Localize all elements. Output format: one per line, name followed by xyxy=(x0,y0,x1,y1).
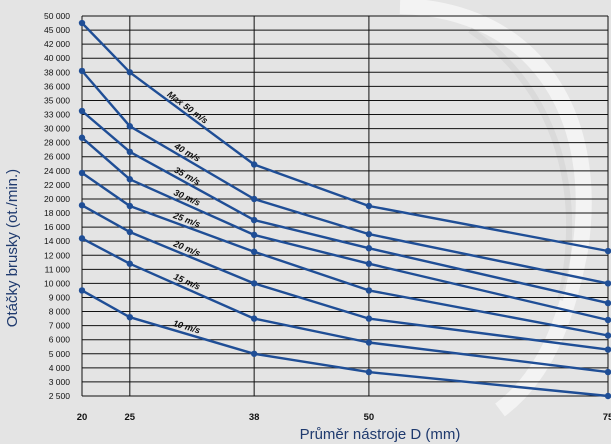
data-point xyxy=(78,202,86,209)
data-point xyxy=(250,350,258,357)
data-point xyxy=(604,346,611,353)
y-tick-label: 42 000 xyxy=(44,39,70,49)
data-point xyxy=(78,67,86,75)
series-group xyxy=(78,67,611,287)
data-point xyxy=(126,260,134,267)
series-group xyxy=(78,134,611,324)
data-point xyxy=(250,315,258,322)
data-point xyxy=(604,247,611,255)
data-point xyxy=(365,315,373,322)
y-tick-label: 35 000 xyxy=(44,95,70,105)
y-tick-label: 28 000 xyxy=(44,138,70,148)
y-tick-label: 30 000 xyxy=(44,124,70,134)
y-tick-label: 14 000 xyxy=(44,236,70,246)
data-point xyxy=(604,368,611,376)
data-point xyxy=(365,245,373,252)
y-tick-label: 7 000 xyxy=(49,321,71,331)
data-point xyxy=(126,313,134,321)
y-tick-label: 9 000 xyxy=(49,292,71,302)
y-tick-label: 2 500 xyxy=(49,391,71,401)
data-point xyxy=(604,316,611,324)
data-point xyxy=(250,231,258,239)
y-tick-label: 50 000 xyxy=(44,11,70,21)
x-tick-label: 25 xyxy=(125,412,136,423)
data-point xyxy=(250,216,258,224)
data-point xyxy=(126,202,134,210)
data-point xyxy=(365,202,373,210)
data-point xyxy=(604,280,611,287)
data-point xyxy=(365,368,373,376)
y-tick-label: 16 000 xyxy=(44,222,70,232)
data-point xyxy=(78,107,86,115)
series-label: Max 50 m/s xyxy=(165,89,210,126)
y-tick-label: 24 000 xyxy=(44,166,70,176)
data-point xyxy=(250,248,258,255)
series-group xyxy=(78,107,611,307)
y-tick-label: 45 000 xyxy=(44,25,70,35)
series-group xyxy=(78,202,611,353)
y-axis-ticks: 50 000 45 000 42 000 40 000 38 000 36 000 35 0… xyxy=(44,11,70,401)
x-tick-label: 38 xyxy=(249,412,260,423)
y-axis-title: Otáčky brusky (ot./min.) xyxy=(4,169,21,327)
x-tick-label: 75 xyxy=(603,412,611,423)
y-tick-label: 36 000 xyxy=(44,81,70,91)
x-tick-label: 20 xyxy=(77,412,88,423)
data-point xyxy=(250,161,258,168)
data-point xyxy=(78,19,86,27)
data-point xyxy=(78,235,86,242)
data-point xyxy=(126,228,134,236)
y-tick-label: 40 000 xyxy=(44,53,70,63)
y-tick-label: 5 000 xyxy=(49,349,71,359)
y-tick-label: 8 000 xyxy=(49,307,71,317)
data-point xyxy=(250,280,258,287)
series-line xyxy=(81,70,609,285)
data-point xyxy=(365,339,373,346)
y-tick-label: 22 000 xyxy=(44,180,70,190)
data-point xyxy=(604,392,611,400)
series-group xyxy=(78,19,611,255)
data-point xyxy=(250,195,258,203)
data-point xyxy=(604,299,611,307)
data-point xyxy=(365,260,373,267)
data-point xyxy=(365,230,373,238)
y-tick-label: 33 000 xyxy=(44,110,70,120)
y-tick-label: 4 000 xyxy=(49,363,71,373)
y-tick-label: 26 000 xyxy=(44,152,70,162)
y-tick-label: 38 000 xyxy=(44,67,70,77)
y-tick-label: 20 000 xyxy=(44,194,70,204)
series-line xyxy=(81,110,609,305)
data-point xyxy=(78,169,86,177)
data-point xyxy=(604,332,611,339)
series-line xyxy=(81,136,609,322)
y-tick-label: 3 000 xyxy=(49,377,71,387)
x-tick-label: 50 xyxy=(364,412,375,423)
y-tick-label: 10 000 xyxy=(44,278,70,288)
data-point xyxy=(126,176,134,183)
data-point xyxy=(126,123,134,130)
y-tick-label: 18 000 xyxy=(44,208,70,218)
x-axis-title: Průměr nástroje D (mm) xyxy=(300,426,461,443)
series-group xyxy=(78,235,611,376)
data-point xyxy=(78,287,86,294)
data-point xyxy=(365,287,373,294)
data-point xyxy=(78,134,86,141)
data-point xyxy=(126,148,134,156)
series xyxy=(78,19,611,400)
y-tick-label: 11 000 xyxy=(45,264,71,274)
series-group xyxy=(78,169,611,339)
y-tick-label: 6 000 xyxy=(49,335,71,345)
series-group xyxy=(78,287,611,400)
data-point xyxy=(126,69,134,76)
x-axis-ticks: 20 25 38 50 75 xyxy=(77,412,611,423)
y-tick-label: 12 000 xyxy=(44,250,70,260)
